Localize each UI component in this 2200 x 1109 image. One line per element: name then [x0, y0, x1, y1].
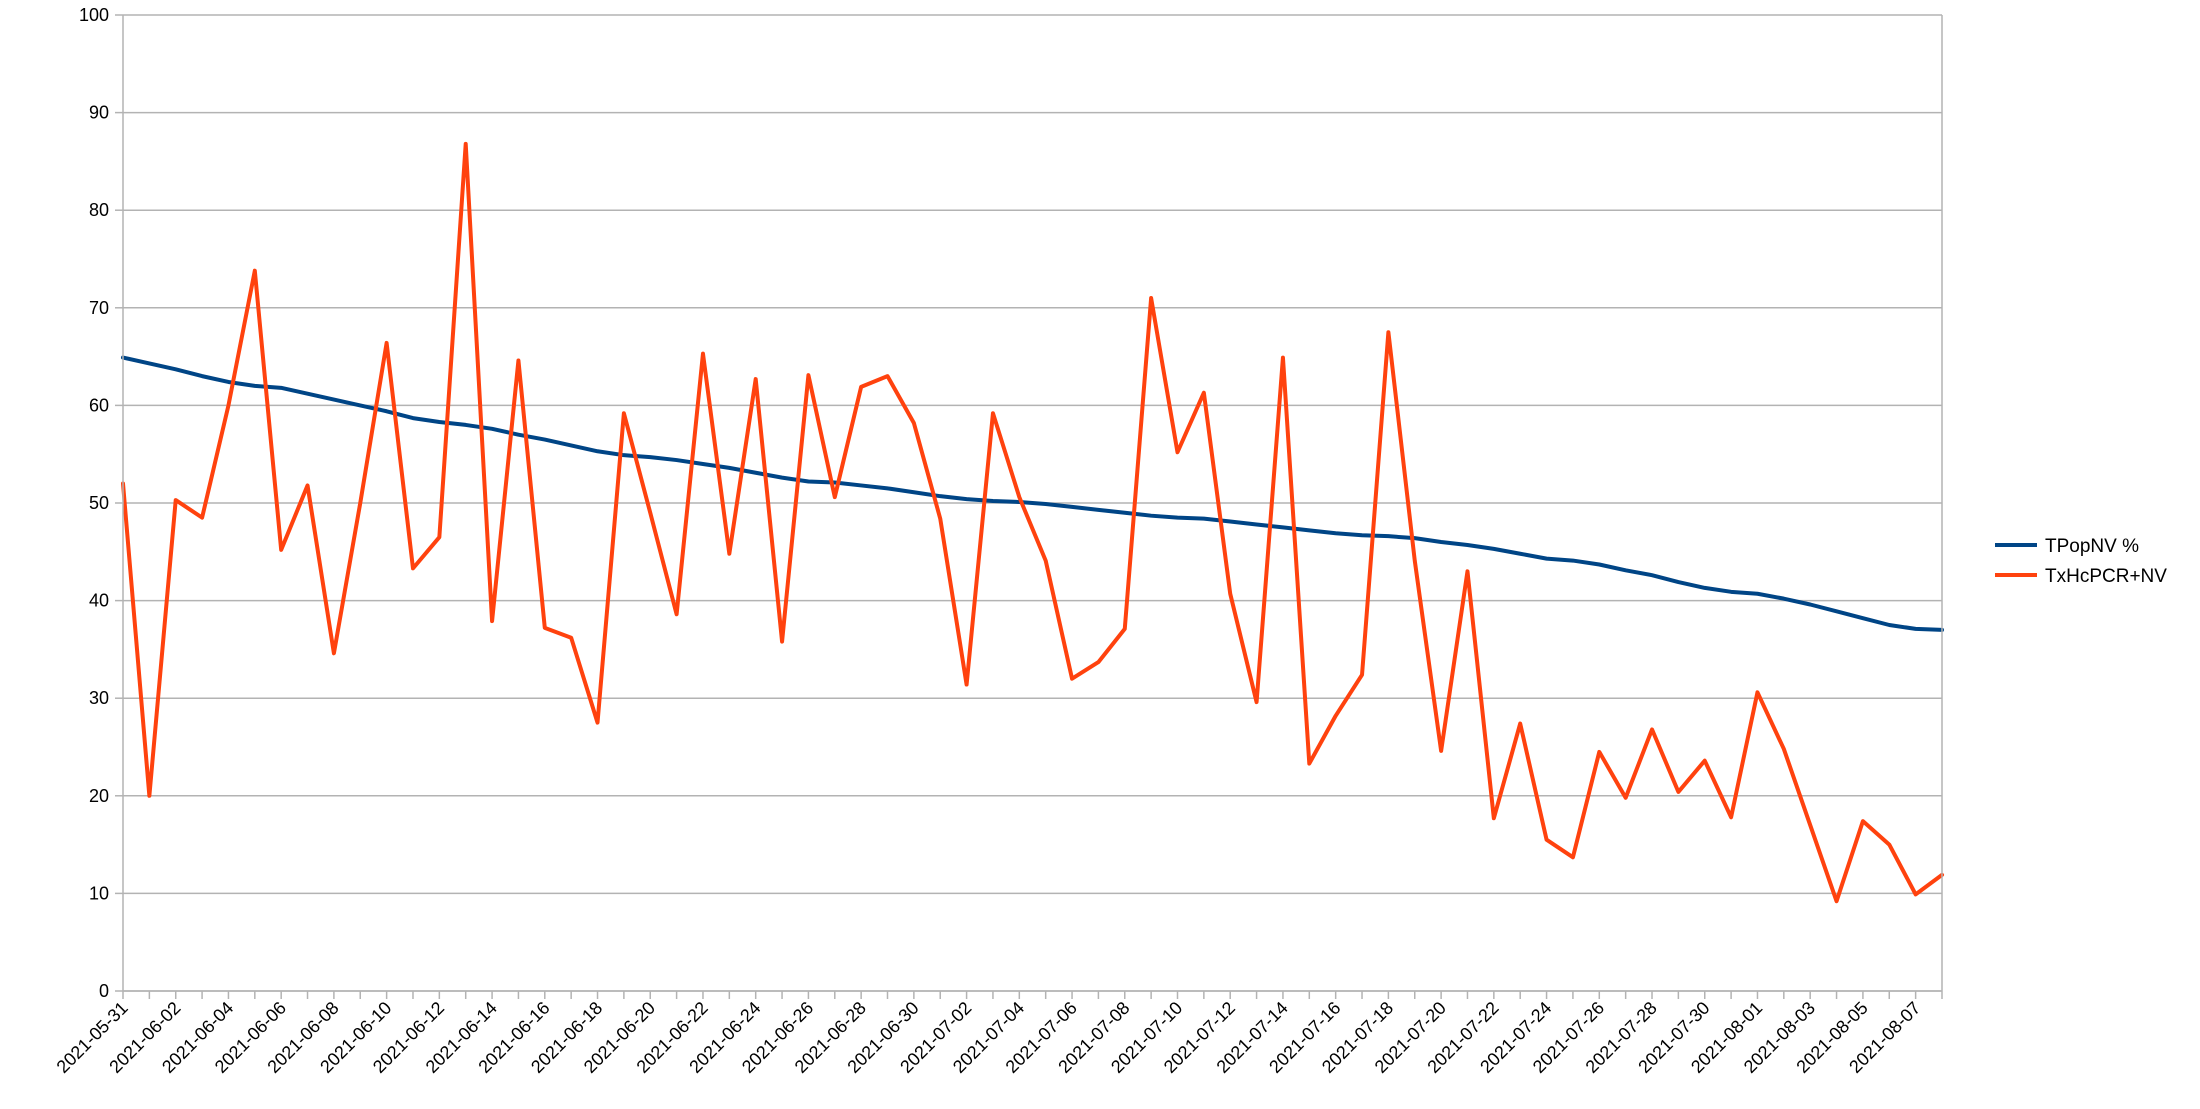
series-lines [121, 141, 1944, 904]
y-axis-tick-labels: 0 10 20 30 40 50 60 70 80 90 100 [79, 5, 109, 1001]
series-line-1 [121, 355, 1944, 632]
legend-label: TxHcPCR+NV [2045, 566, 2167, 587]
series-line-2 [121, 141, 1944, 904]
y-tick-label: 10 [89, 883, 109, 903]
y-tick-label: 0 [99, 981, 109, 1001]
y-tick-label: 70 [89, 298, 109, 318]
legend-label: TPopNV % [2045, 536, 2139, 557]
y-tick-label: 40 [89, 591, 109, 611]
y-tick-label: 30 [89, 688, 109, 708]
legend: TPopNV % TxHcPCR+NV [1995, 536, 2167, 587]
y-tick-label: 50 [89, 493, 109, 513]
y-tick-label: 20 [89, 786, 109, 806]
axes [122, 15, 1943, 992]
y-tick-label: 60 [89, 395, 109, 415]
y-tick-label: 80 [89, 200, 109, 220]
y-tick-label: 90 [89, 103, 109, 123]
y-tick-label: 100 [79, 5, 109, 25]
horizontal-gridlines [115, 14, 1942, 992]
x-axis-ticks [122, 991, 1943, 999]
